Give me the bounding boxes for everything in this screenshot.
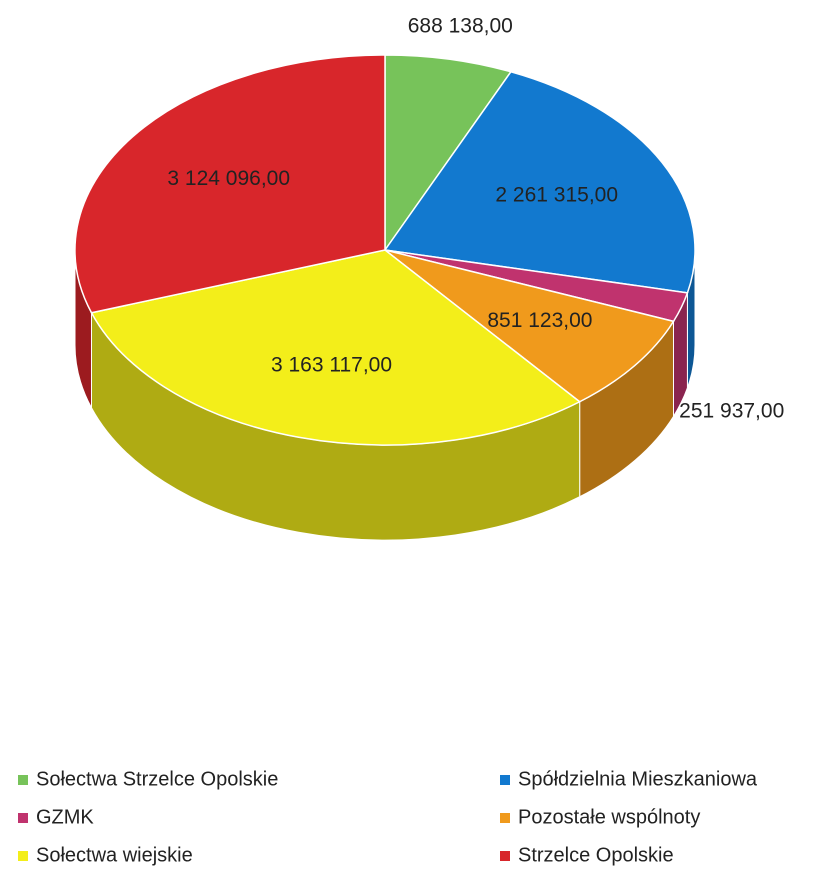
slice [384,249,675,403]
slice [383,70,696,294]
legend-swatch [500,813,510,823]
slice-tops [74,54,696,446]
legend-label: Sołectwa wiejskie [36,844,193,866]
data-label: 3 124 096,00 [167,167,290,190]
legend-label: Sołectwa Strzelce Opolskie [36,768,278,790]
legend-swatch [500,851,510,861]
legend-swatch [18,813,28,823]
data-label: 2 261 315,00 [495,183,618,206]
legend-swatch [18,775,28,785]
slice [90,249,582,446]
data-label: 851 123,00 [487,309,592,332]
legend-swatch [18,851,28,861]
legend-label: Spółdzielnia Mieszkaniowa [518,768,758,790]
data-label: 3 163 117,00 [271,354,392,377]
slice [74,54,386,314]
legend-label: Pozostałe wspólnoty [518,806,700,828]
data-label: 251 937,00 [679,400,784,423]
data-label: 688 138,00 [408,14,513,37]
slice [384,54,513,253]
legend-swatch [500,775,510,785]
legend-label: Strzelce Opolskie [518,844,674,866]
legend-label: GZMK [36,806,94,828]
